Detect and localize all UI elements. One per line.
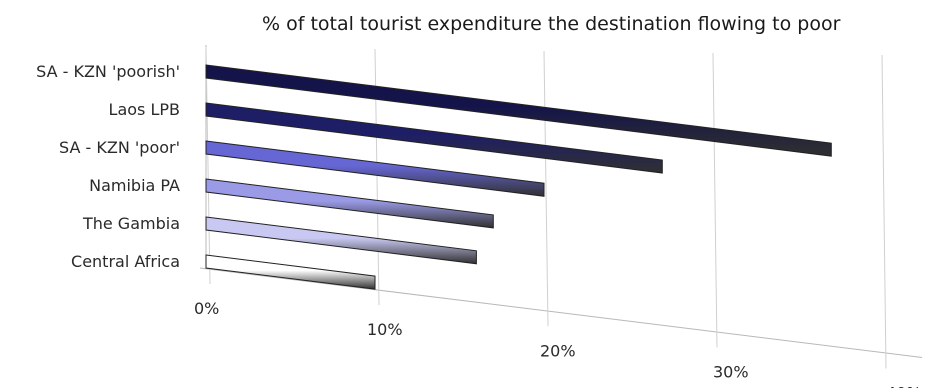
x-tick-label: 20% <box>540 341 576 360</box>
category-label: The Gambia <box>82 214 180 233</box>
category-label: Central Africa <box>71 252 180 271</box>
x-tick-label: 40% <box>886 384 922 388</box>
gridline <box>712 52 718 348</box>
gridline <box>543 50 549 327</box>
bars <box>205 64 832 290</box>
chart-title: % of total tourist expenditure the desti… <box>262 13 841 35</box>
x-tick-label: 30% <box>713 362 749 381</box>
tick-labels: 0% 10% 20% 30% 40% <box>194 299 922 388</box>
gridline <box>881 54 887 369</box>
gridline <box>205 46 211 285</box>
x-tick-label: 0% <box>194 299 219 318</box>
category-label: Namibia PA <box>89 176 180 195</box>
x-tick-label: 10% <box>367 320 403 339</box>
bar <box>205 178 494 229</box>
bar <box>205 216 477 265</box>
category-label: SA - KZN 'poorish' <box>36 62 180 81</box>
category-labels: SA - KZN 'poorish' Laos LPB SA - KZN 'poor… <box>36 62 180 271</box>
bar <box>205 102 663 174</box>
x-axis-floor-line <box>199 267 923 358</box>
bar <box>205 140 545 197</box>
gridlines <box>205 46 887 369</box>
bar <box>205 254 376 290</box>
bar <box>205 64 832 157</box>
category-label: SA - KZN 'poor' <box>59 138 180 157</box>
axes <box>199 45 923 358</box>
category-label: Laos LPB <box>109 100 180 119</box>
